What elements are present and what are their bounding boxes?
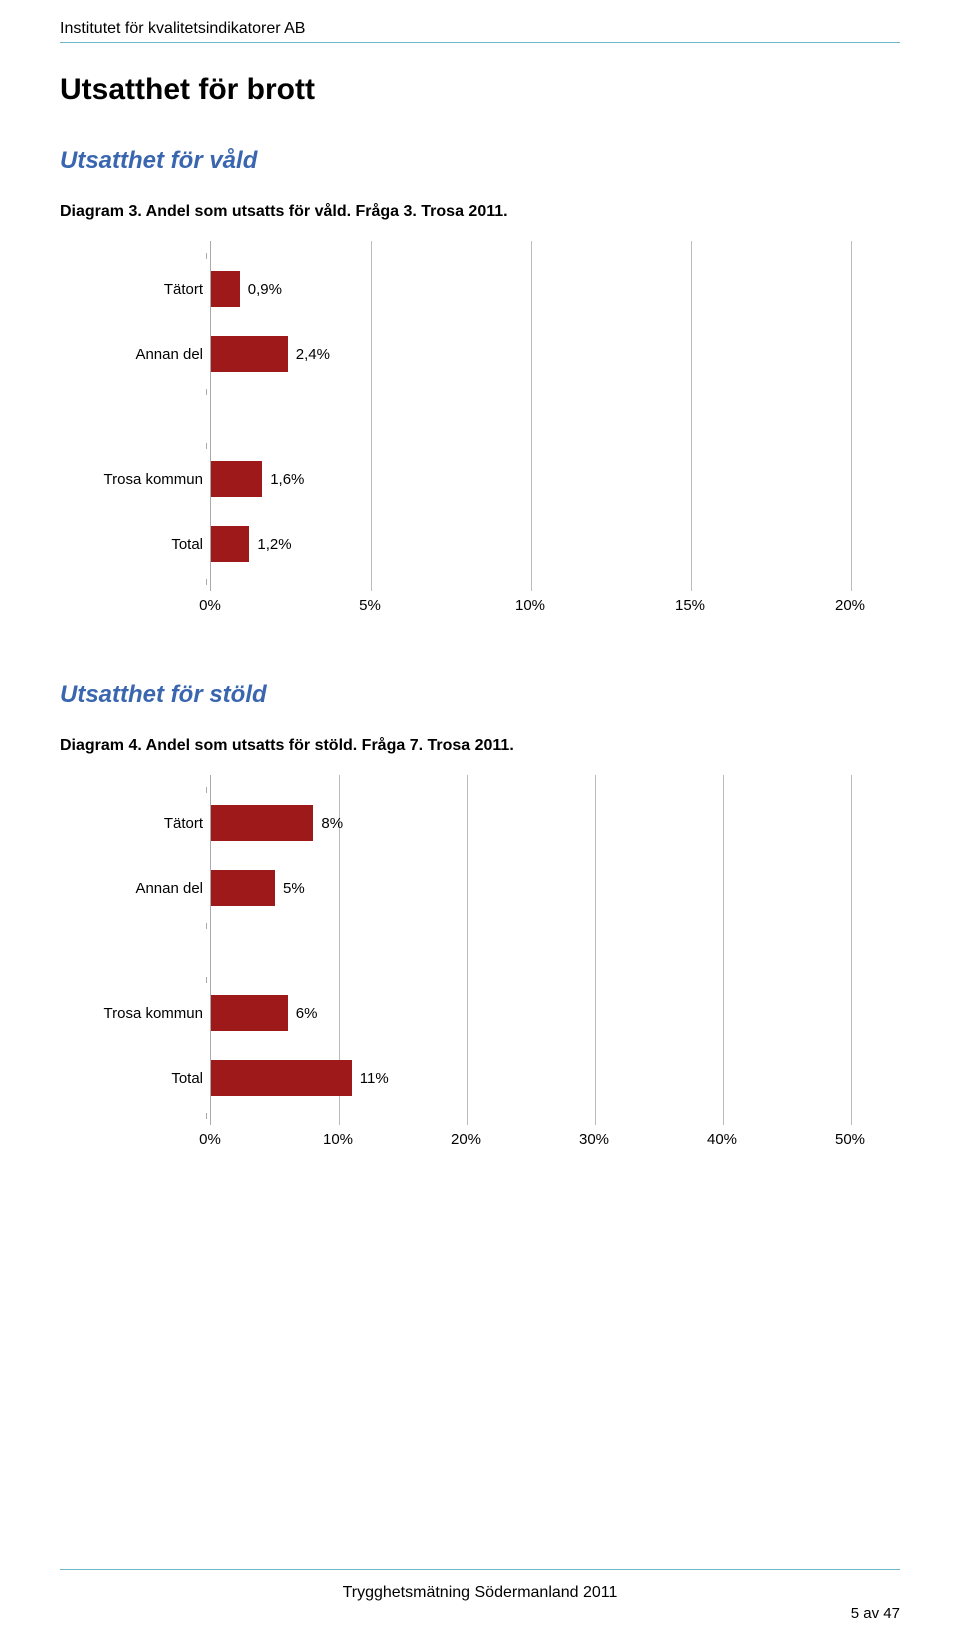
y-group-tick (206, 389, 207, 395)
bar (211, 526, 249, 562)
bar-row: Annan del2,4% (211, 336, 330, 372)
bar-category-label: Tätort (81, 281, 211, 298)
bar (211, 271, 240, 307)
bar (211, 870, 275, 906)
y-group-tick (206, 253, 207, 259)
bar (211, 1060, 352, 1096)
bar-value-label: 6% (296, 1005, 318, 1022)
y-group-tick (206, 923, 207, 929)
bar (211, 336, 288, 372)
x-tick-label: 15% (675, 597, 705, 614)
x-tick-label: 0% (199, 597, 221, 614)
bar-category-label: Trosa kommun (81, 1005, 211, 1022)
x-tick-label: 50% (835, 1131, 865, 1148)
bar-value-label: 5% (283, 880, 305, 897)
chart1: Tätort0,9%Annan del2,4%Trosa kommun1,6%T… (80, 241, 900, 621)
gridline (723, 775, 724, 1125)
bar (211, 995, 288, 1031)
gridline (851, 241, 852, 591)
bar-category-label: Tätort (81, 815, 211, 832)
bar-row: Total1,2% (211, 526, 292, 562)
x-tick-label: 10% (515, 597, 545, 614)
y-group-tick (206, 579, 207, 585)
page-title: Utsatthet för brott (60, 73, 900, 107)
bar-category-label: Annan del (81, 880, 211, 897)
y-group-tick (206, 787, 207, 793)
bar-value-label: 1,2% (257, 536, 291, 553)
top-rule (60, 42, 900, 43)
x-tick-label: 40% (707, 1131, 737, 1148)
footer-text: Trygghetsmätning Södermanland 2011 (0, 1584, 960, 1602)
page-number: 5 av 47 (851, 1605, 900, 1622)
bar-row: Annan del5% (211, 870, 305, 906)
gridline (467, 775, 468, 1125)
plot-area: Tätort0,9% Annan del2,4% Trosa kommun1,6% T… (210, 241, 850, 591)
section1-caption: Diagram 3. Andel som utsatts för våld. F… (60, 203, 900, 221)
x-tick-label: 20% (835, 597, 865, 614)
x-tick-label: 0% (199, 1131, 221, 1148)
gridline (531, 241, 532, 591)
bar (211, 461, 262, 497)
section1-heading: Utsatthet för våld (60, 147, 900, 175)
x-tick-label: 10% (323, 1131, 353, 1148)
gridline (371, 241, 372, 591)
gridline (851, 775, 852, 1125)
bar-category-label: Total (81, 536, 211, 553)
bar-value-label: 2,4% (296, 346, 330, 363)
y-group-tick (206, 443, 207, 449)
bar-row: Trosa kommun6% (211, 995, 317, 1031)
gridline (595, 775, 596, 1125)
bar-value-label: 8% (321, 815, 343, 832)
bar-value-label: 0,9% (248, 281, 282, 298)
bar-category-label: Trosa kommun (81, 471, 211, 488)
bar-row: Tätort8% (211, 805, 343, 841)
x-tick-label: 30% (579, 1131, 609, 1148)
plot-area: Tätort8% Annan del5% Trosa kommun6% Total11… (210, 775, 850, 1125)
x-axis: 0%5%10%15%20% (210, 591, 850, 621)
bar-category-label: Annan del (81, 346, 211, 363)
header-org: Institutet för kvalitetsindikatorer AB (60, 20, 900, 38)
bar-row: Tätort0,9% (211, 271, 282, 307)
bar-category-label: Total (81, 1070, 211, 1087)
y-group-tick (206, 977, 207, 983)
section2-caption: Diagram 4. Andel som utsatts för stöld. … (60, 737, 900, 755)
bar-row: Total11% (211, 1060, 389, 1096)
bar-value-label: 11% (360, 1070, 389, 1087)
bottom-rule (60, 1569, 900, 1570)
bar-value-label: 1,6% (270, 471, 304, 488)
x-tick-label: 20% (451, 1131, 481, 1148)
bar-row: Trosa kommun1,6% (211, 461, 304, 497)
gridline (691, 241, 692, 591)
section2-heading: Utsatthet för stöld (60, 681, 900, 709)
y-group-tick (206, 1113, 207, 1119)
bar (211, 805, 313, 841)
x-tick-label: 5% (359, 597, 381, 614)
chart2: Tätort8%Annan del5%Trosa kommun6%Total11… (80, 775, 900, 1155)
x-axis: 0%10%20%30%40%50% (210, 1125, 850, 1155)
